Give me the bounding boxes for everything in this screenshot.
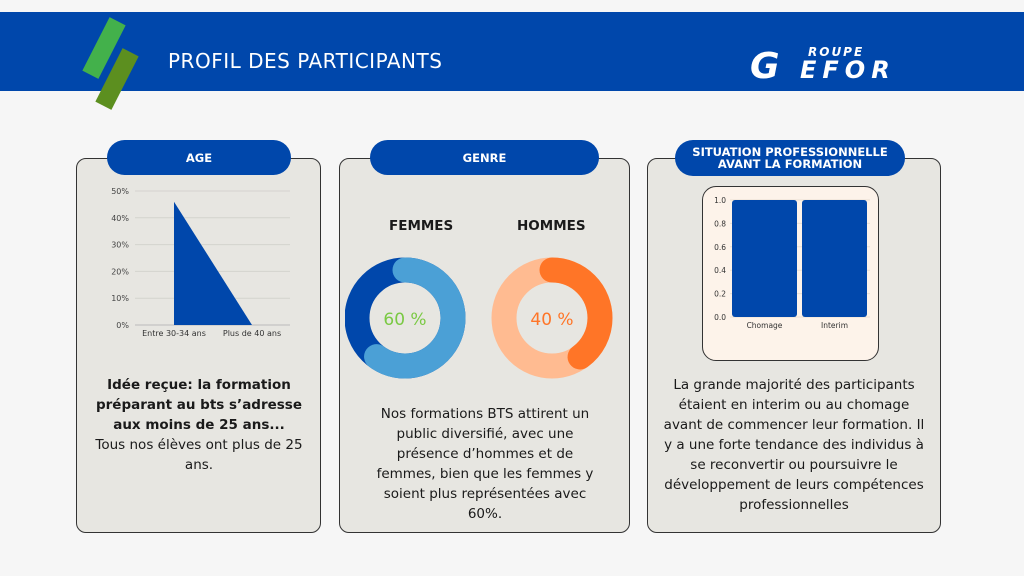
femmes-label: FEMMES	[389, 218, 454, 234]
y-tick-label: 0.4	[714, 266, 726, 275]
svg-text:G: G	[750, 46, 780, 82]
femmes-value: 60 %	[383, 310, 426, 330]
y-tick-label: 0.8	[714, 219, 726, 228]
age-bold-text: Idée reçue: la formation préparant au bt…	[95, 377, 303, 433]
y-tick-label: 30%	[111, 241, 129, 250]
genre-text: Nos formations BTS attirent un public di…	[376, 406, 594, 522]
age-area-chart: 0% 10% 20% 30% 40% 50% Entre 30-34 ans Plus de …	[111, 187, 290, 338]
hommes-label: HOMMES	[517, 218, 586, 234]
gefor-logo: ROUPE G EFOR	[750, 45, 896, 82]
x-tick-label: Chomage	[747, 321, 783, 330]
gender-donuts: 60 % 40 %	[345, 257, 613, 379]
hommes-donut: 40 %	[491, 257, 613, 379]
situation-pill: SITUATION PROFESSIONNELLE AVANT LA FORMA…	[675, 140, 905, 176]
genre-pill: GENRE	[370, 140, 599, 175]
y-tick-label: 50%	[111, 187, 129, 196]
age-card	[76, 158, 321, 533]
page-title: PROFIL DES PARTICIPANTS	[168, 49, 443, 73]
x-tick-label: Plus de 40 ans	[223, 329, 281, 338]
femmes-donut: 60 %	[345, 257, 466, 379]
y-tick-label: 0%	[116, 321, 129, 330]
y-tick-label: 0.0	[714, 313, 726, 322]
bar-interim	[802, 200, 867, 317]
y-tick-label: 40%	[111, 214, 129, 223]
y-tick-label: 0.2	[714, 290, 726, 299]
svg-text:EFOR: EFOR	[800, 56, 896, 82]
age-text: Idée reçue: la formation préparant au bt…	[88, 375, 310, 475]
hommes-donut-arc	[491, 257, 613, 379]
y-tick-label: 10%	[111, 294, 129, 303]
y-tick-label: 20%	[111, 267, 129, 276]
situation-bar-chart: 0.0 0.2 0.4 0.6 0.8 1.0 Chomage Interim	[714, 196, 870, 330]
bar-chomage	[732, 200, 797, 317]
age-pill: AGE	[107, 140, 291, 175]
x-tick-label: Interim	[821, 321, 848, 330]
age-body-text: Tous nos élèves ont plus de 25 ans.	[95, 437, 303, 473]
age-area	[174, 201, 252, 325]
femmes-donut-arc	[345, 257, 466, 379]
header-banner: PROFIL DES PARTICIPANTS ROUPE G EFOR	[0, 12, 1024, 110]
situation-text: La grande majorité des participants étai…	[663, 377, 925, 513]
x-tick-label: Entre 30-34 ans	[142, 329, 206, 338]
hommes-value: 40 %	[530, 310, 573, 330]
y-tick-label: 0.6	[714, 243, 726, 252]
svg-text:ROUPE: ROUPE	[808, 45, 864, 59]
y-tick-label: 1.0	[714, 196, 726, 205]
